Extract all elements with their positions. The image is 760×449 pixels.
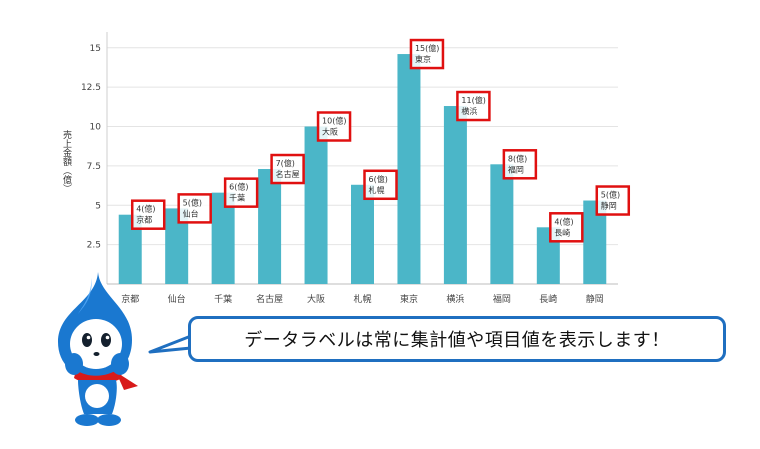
data-label: 7(億)名古屋 — [270, 153, 305, 185]
data-label: 15(億)東京 — [409, 38, 445, 70]
bar — [351, 184, 374, 284]
bar — [165, 208, 189, 284]
data-label-box — [130, 199, 166, 230]
data-label-value: 10(億) — [322, 116, 346, 126]
data-label: 11(億)横浜 — [456, 90, 491, 122]
data-label-category: 横浜 — [461, 106, 477, 116]
data-label: 5(億)仙台 — [177, 193, 212, 224]
x-tick-label: 福岡 — [493, 293, 511, 305]
data-label-value: 5(億) — [601, 190, 620, 200]
bar — [443, 106, 467, 285]
data-label-category: 京都 — [136, 215, 152, 225]
data-label-box — [595, 185, 631, 216]
data-label: 8(億) 福岡 — [502, 149, 538, 180]
data-label: 6(億)札幌 — [363, 169, 398, 201]
x-tick-label: 横浜 — [446, 293, 464, 305]
y-tick-label: 5 — [95, 201, 101, 211]
x-tick-label: 名古屋 — [256, 293, 283, 305]
data-label-value: 5(億) — [183, 197, 202, 207]
bar — [304, 126, 328, 284]
data-label-value: 4(億) — [136, 204, 155, 214]
y-tick-labels: 2.5 5 7.5 10 12.5 15 — [81, 44, 101, 251]
data-label-category: 名古屋 — [276, 169, 300, 179]
data-label-box — [363, 169, 398, 201]
data-label-category: 福岡 — [508, 165, 524, 174]
data-label-value: 6(億) — [369, 174, 388, 184]
data-label-value: 7(億) — [276, 158, 295, 168]
x-tick-label: 長崎 — [539, 293, 557, 305]
data-label-box — [549, 212, 584, 243]
y-tick-label: 2.5 — [87, 241, 101, 251]
x-tick-label: 仙台 — [168, 293, 186, 305]
data-label-box — [223, 177, 259, 208]
bar — [211, 192, 235, 284]
data-label: 10(億)大阪 — [316, 111, 352, 142]
x-tick-label: 千葉 — [214, 293, 232, 305]
data-label-value: 6(億) — [229, 182, 248, 192]
data-labels: 4(億)京都5(億)仙台6(億)千葉7(億)名古屋10(億)大阪6(億)札幌15… — [130, 38, 631, 243]
data-label-box — [409, 38, 445, 70]
data-label: 6(億)千葉 — [223, 177, 259, 208]
data-label: 4(億)京都 — [130, 199, 166, 230]
data-label-box — [316, 111, 352, 142]
data-label-value: 11(億) — [461, 95, 485, 105]
x-tick-label: 静岡 — [586, 293, 604, 305]
data-label: 5(億)静岡 — [595, 185, 631, 216]
y-axis-label: 売上金額（億） — [61, 129, 72, 193]
data-label-box — [456, 90, 491, 122]
y-tick-label: 12.5 — [81, 83, 101, 93]
data-label-category: 東京 — [415, 54, 431, 64]
y-tick-label: 10 — [90, 123, 102, 133]
data-label-category: 静岡 — [601, 201, 617, 211]
data-label-box — [177, 193, 212, 224]
data-label-category: 仙台 — [183, 208, 199, 218]
data-label-category: 千葉 — [229, 193, 245, 203]
bar — [258, 169, 282, 284]
x-tick-label: 東京 — [400, 293, 418, 305]
bars — [118, 54, 607, 285]
data-label: 4(億)長崎 — [549, 212, 584, 243]
data-label-value: 8(億) — [508, 153, 527, 163]
bar — [118, 214, 142, 284]
y-tick-label: 7.5 — [87, 162, 101, 172]
y-tick-label: 15 — [90, 44, 101, 54]
data-label-value: 15(億) — [415, 43, 439, 53]
x-tick-label: 大阪 — [307, 293, 325, 305]
bar — [583, 200, 607, 284]
speech-bubble-text: データラベルは常に集計値や項目値を表示します！ — [244, 330, 670, 351]
data-label-category: 長崎 — [554, 227, 570, 237]
data-label-category: 札幌 — [369, 185, 385, 195]
x-tick-label: 札幌 — [353, 293, 371, 305]
data-label-box — [270, 153, 305, 185]
data-label-value: 4(億) — [554, 216, 573, 226]
speech-bubble: データラベルは常に集計値や項目値を表示します！ — [188, 316, 726, 362]
y-axis-label-text: 売上金額（億） — [61, 129, 72, 193]
x-tick-labels: 京都 仙台 千葉 名古屋 大阪 札幌 東京 横浜 福岡 長崎 静岡 — [121, 293, 604, 305]
bar — [397, 54, 421, 284]
data-label-box — [502, 149, 538, 180]
bar — [490, 164, 514, 284]
x-tick-label: 京都 — [121, 293, 139, 305]
data-label-category: 大阪 — [322, 127, 338, 137]
water-drop-mascot-icon — [58, 272, 138, 426]
